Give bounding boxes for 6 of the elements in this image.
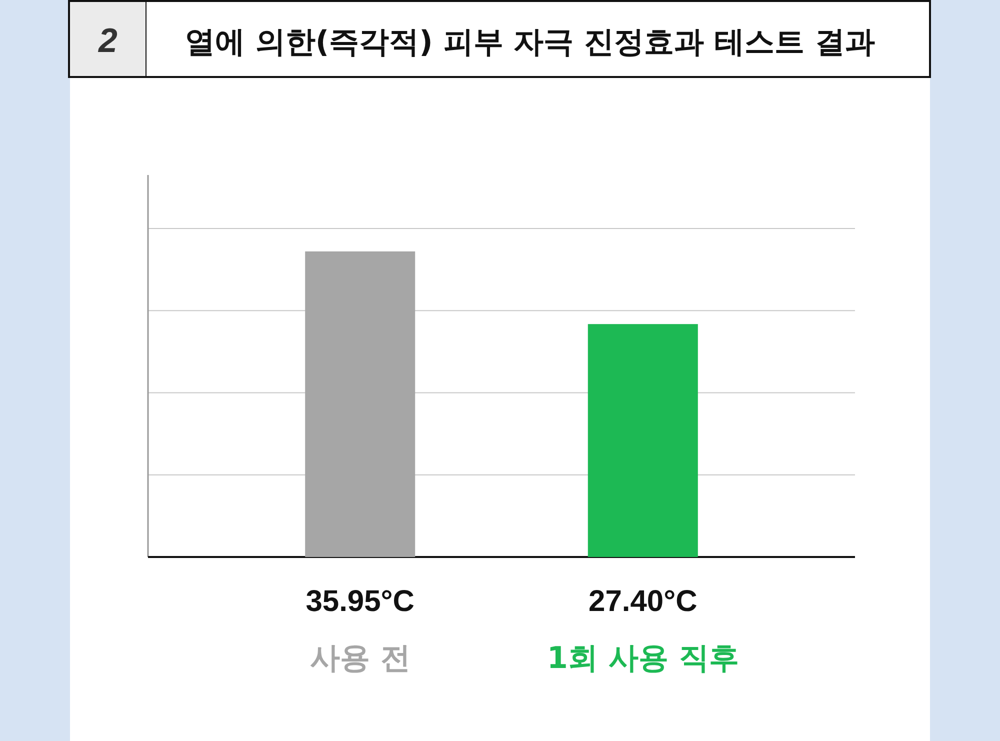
data-label: 35.95°C xyxy=(306,585,414,618)
data-label: 27.40°C xyxy=(588,585,698,618)
x-tick-label: 사용 전 xyxy=(310,641,410,676)
text: 2 xyxy=(98,22,118,60)
chart-title: 열에 의한(즉각적) 피부 자극 진정효과 테스트 결과 xyxy=(184,25,876,60)
x-tick-label: 1회 사용 직후 xyxy=(547,641,739,676)
